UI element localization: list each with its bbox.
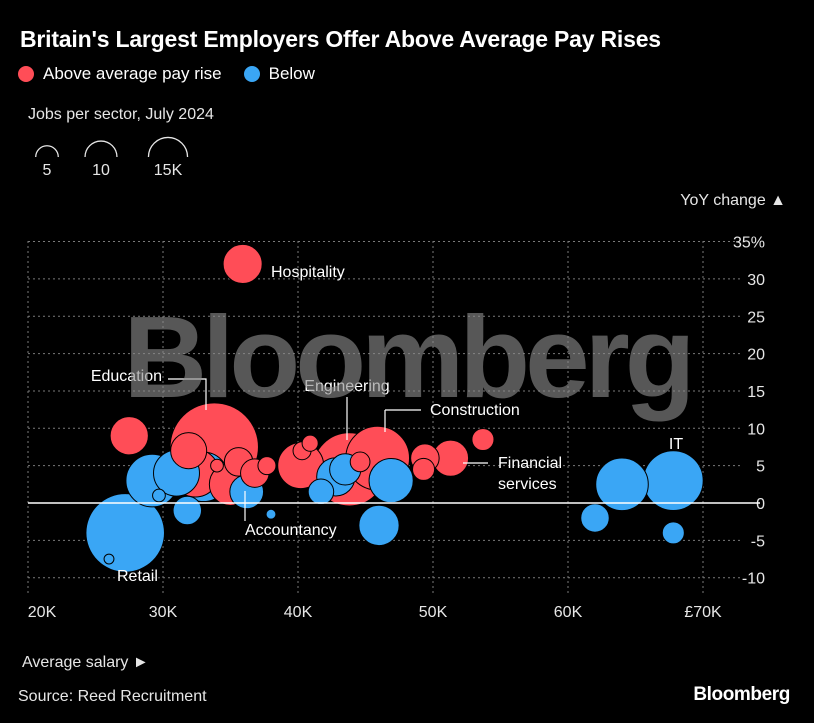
bubble-below xyxy=(368,458,414,504)
y-tick-label: 35% xyxy=(733,235,765,252)
size-legend-arc xyxy=(35,145,59,158)
x-tick-label: 40K xyxy=(284,604,313,621)
size-legend-label: 15K xyxy=(154,162,183,179)
x-tick-label: 50K xyxy=(419,604,448,621)
bubble-below xyxy=(642,450,704,511)
annotation-leader xyxy=(168,378,207,410)
y-tick-label: -10 xyxy=(742,571,765,588)
bubble-below xyxy=(152,488,166,503)
annotation-label: Education xyxy=(91,368,162,385)
annotation-label: Retail xyxy=(117,568,158,585)
annotation-label: Financial xyxy=(498,455,562,472)
bubble-above xyxy=(257,456,277,476)
annotation-label: IT xyxy=(669,436,683,453)
size-legend-label: 5 xyxy=(43,162,52,179)
bubble-below xyxy=(265,508,277,520)
bubble-above xyxy=(301,434,319,452)
bubble-above xyxy=(471,427,495,452)
bubble-above xyxy=(349,451,371,473)
bubble-below xyxy=(172,495,203,526)
x-axis-title: Average salary ► xyxy=(22,654,149,671)
legend-label-below: Below xyxy=(268,64,315,83)
size-legend-label: 10 xyxy=(92,162,110,179)
brand-logo: Bloomberg xyxy=(693,684,790,705)
legend-swatch-above xyxy=(18,66,34,82)
bubble-above xyxy=(210,458,224,473)
legend-label-above: Above average pay rise xyxy=(43,64,222,83)
annotation-label: Construction xyxy=(430,402,520,419)
y-tick-label: 30 xyxy=(747,272,765,289)
y-tick-label: 20 xyxy=(747,347,765,364)
bubble-below xyxy=(307,478,335,506)
y-tick-label: 0 xyxy=(756,496,765,513)
annotation-label: Accountancy xyxy=(245,522,337,539)
bubble-below xyxy=(358,504,400,547)
bubble-above xyxy=(412,457,436,481)
size-legend-title: Jobs per sector, July 2024 xyxy=(28,106,214,123)
size-legend-arc xyxy=(147,136,189,158)
bubble-below xyxy=(85,493,165,573)
bubble-below xyxy=(661,521,685,545)
bubble-below xyxy=(595,457,649,512)
annotation-label: Engineering xyxy=(304,378,389,395)
y-tick-label: 25 xyxy=(747,309,765,326)
annotation-label: Hospitality xyxy=(271,264,345,281)
legend-item-above: Above average pay rise xyxy=(18,64,222,84)
bubble-above xyxy=(109,416,149,456)
y-tick-label: 5 xyxy=(756,459,765,476)
x-tick-label: £70K xyxy=(684,604,722,621)
annotation-label: services xyxy=(498,476,557,493)
bubble-above xyxy=(170,432,208,470)
x-tick-label: 20K xyxy=(28,604,57,621)
bubble-below xyxy=(103,553,115,565)
legend-item-below: Below xyxy=(243,64,315,84)
x-tick-label: 60K xyxy=(554,604,583,621)
y-tick-label: 10 xyxy=(747,421,765,438)
x-tick-label: 30K xyxy=(149,604,178,621)
chart-title: Britain's Largest Employers Offer Above … xyxy=(20,26,661,52)
y-axis-title: YoY change ▲ xyxy=(680,192,786,209)
size-legend-arc xyxy=(84,140,118,158)
y-tick-label: -5 xyxy=(751,533,765,550)
y-tick-label: 15 xyxy=(747,384,765,401)
bubble-below xyxy=(580,503,610,533)
bubble-above xyxy=(222,243,263,285)
source-note: Source: Reed Recruitment xyxy=(18,688,207,705)
color-legend: Above average pay rise Below xyxy=(18,64,337,84)
legend-swatch-below xyxy=(243,66,260,82)
